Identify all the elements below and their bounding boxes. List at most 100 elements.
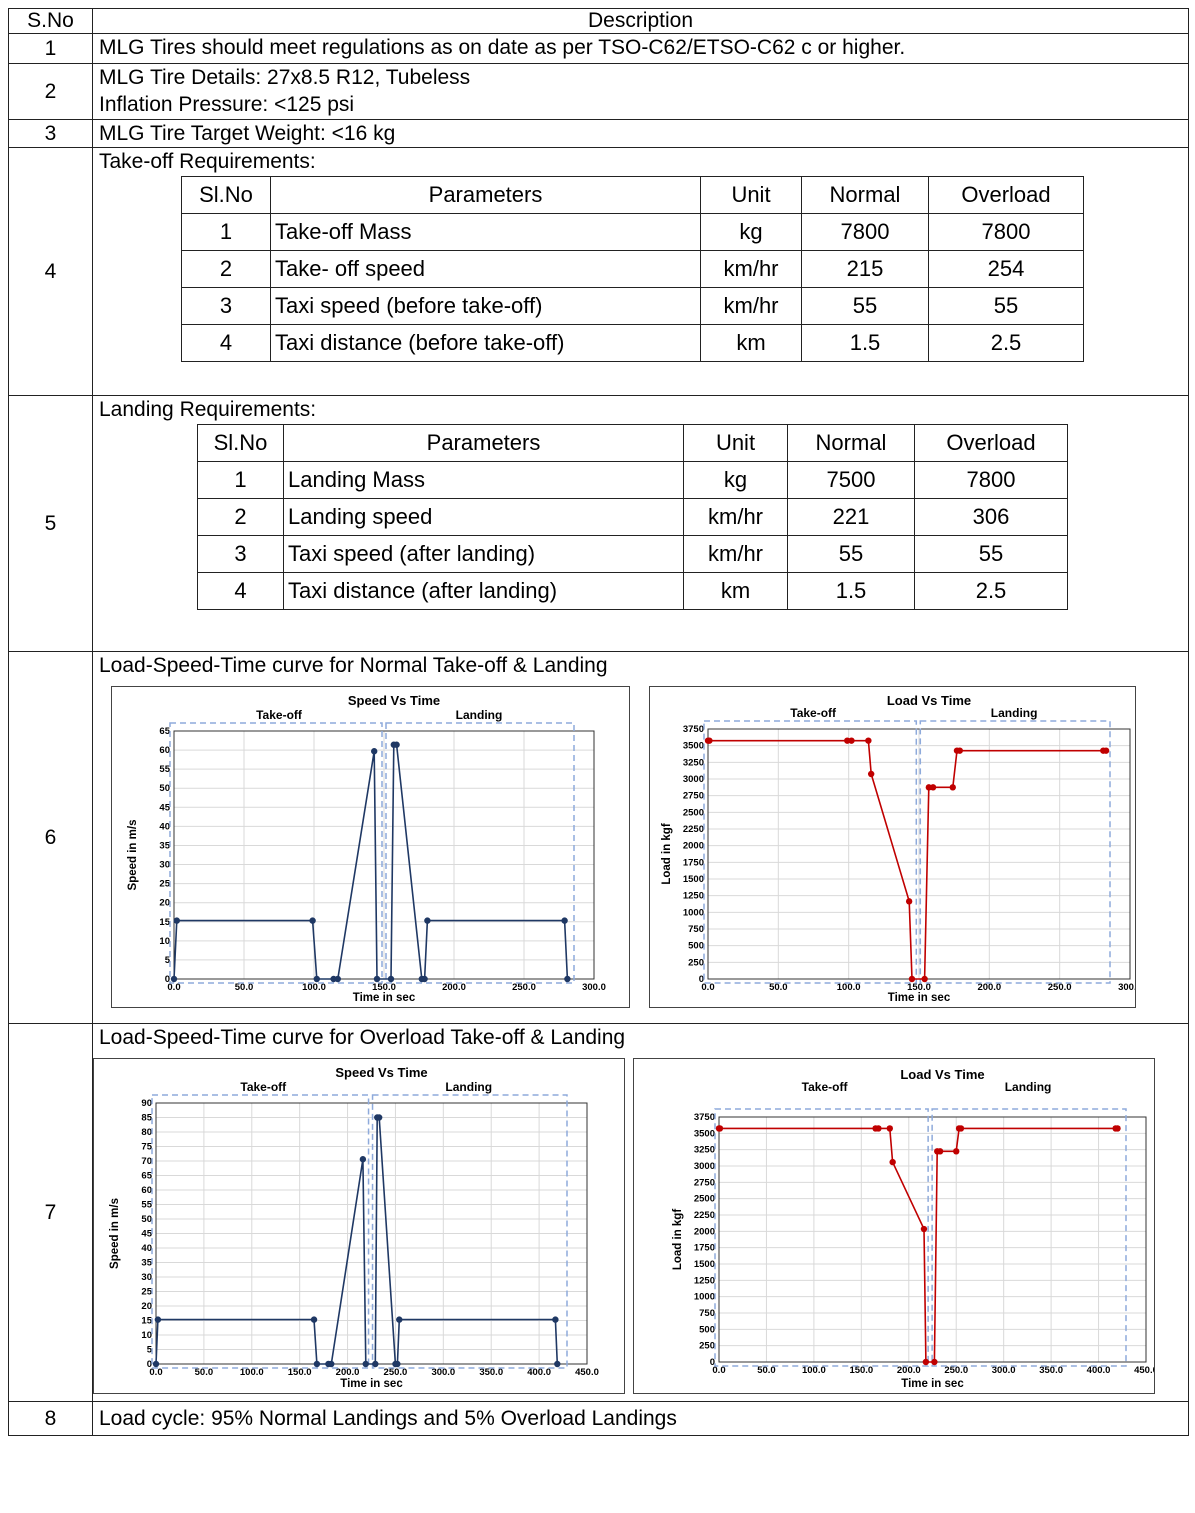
data-point [387, 975, 395, 983]
y-tick-label: 500 [688, 941, 704, 952]
y-tick-label: 40 [159, 821, 170, 832]
series-line [719, 1127, 1118, 1363]
data-point [359, 1156, 367, 1163]
x-axis-label: Time in sec [888, 992, 951, 1004]
y-tick-label: 1000 [683, 907, 704, 918]
x-tick-label: 300.0 [1118, 982, 1135, 993]
data-point [334, 975, 341, 983]
x-tick-label: 0.0 [167, 982, 180, 993]
landing-header-cell: Sl.No [197, 424, 284, 462]
x-tick-label: 200.0 [336, 1367, 360, 1378]
y-tick-label: 55 [159, 764, 170, 775]
landing-header-cell: Parameters [283, 424, 684, 462]
y-tick-label: 5 [147, 1345, 153, 1356]
takeoff-header-cell: Parameters [270, 176, 701, 214]
landing-cell: 2 [197, 498, 284, 536]
data-point [921, 975, 928, 983]
series-line [708, 739, 1107, 980]
landing-requirements-title: Landing Requirements: [99, 398, 317, 421]
row-4-sno: 4 [8, 147, 93, 396]
y-tick-label: 1750 [694, 1243, 715, 1254]
landing-cell: 2.5 [914, 572, 1068, 610]
row-1-sno: 1 [8, 33, 93, 64]
y-tick-label: 750 [688, 924, 704, 935]
landing-segment-label: Landing [456, 708, 503, 722]
x-tick-label: 350.0 [1039, 1365, 1063, 1376]
takeoff-header-cell: Unit [700, 176, 802, 214]
takeoff-cell: 1.5 [801, 324, 929, 362]
data-point [421, 975, 428, 983]
row-2-tire-details: MLG Tire Details: 27x8.5 R12, Tubeless [99, 66, 471, 89]
landing-segment-label: Landing [1005, 1080, 1052, 1094]
data-point [313, 975, 320, 983]
y-tick-label: 25 [159, 879, 170, 890]
takeoff-cell: Taxi speed (before take-off) [270, 287, 701, 325]
landing-cell: km/hr [683, 498, 788, 536]
data-point [931, 1358, 938, 1366]
takeoff-segment-label: Take-off [256, 708, 303, 722]
overload-speed-chart: 0 5 10 15 20 25 30 35 40 45 50 55 60 65 70 75 80 85 90 0.0 5… [109, 1065, 599, 1390]
x-axis-label: Time in sec [340, 1378, 403, 1390]
header-sno: S.No [8, 8, 93, 34]
y-tick-label: 2250 [694, 1210, 715, 1221]
takeoff-requirements-table: Sl.No Parameters Unit Normal Overload 1 Take-o… [181, 176, 1084, 362]
data-point [949, 784, 956, 791]
landing-segment-box [385, 722, 575, 984]
y-tick-label: 500 [699, 1324, 715, 1335]
normal-speed-chart: 0 5 10 15 20 25 30 35 40 45 50 55 60 65 0.0 50.0 100.0 15… [127, 693, 606, 1004]
y-tick-label: 20 [141, 1301, 152, 1312]
y-tick-label: 3250 [683, 757, 704, 768]
landing-segment-label: Landing [991, 706, 1038, 720]
row-3: 3 MLG Tire Target Weight: <16 kg [8, 119, 1189, 148]
row-5-sno: 5 [8, 395, 93, 652]
takeoff-cell: km/hr [700, 287, 802, 325]
data-point [152, 1360, 160, 1368]
data-point [362, 1360, 369, 1368]
y-tick-label: 3500 [683, 741, 704, 752]
y-tick-label: 25 [141, 1287, 152, 1298]
y-axis-label: Load in kgf [672, 1209, 684, 1271]
data-point [886, 1125, 893, 1132]
landing-header-row: Sl.No Parameters Unit Normal Overload [197, 424, 1068, 462]
landing-cell: Taxi distance (after landing) [283, 572, 684, 610]
y-tick-label: 2000 [694, 1226, 715, 1237]
y-tick-label: 2000 [683, 841, 704, 852]
x-tick-label: 50.0 [235, 982, 254, 993]
y-tick-label: 3000 [694, 1161, 715, 1172]
spec-table: S.No Description 1 MLG Tires should meet… [8, 8, 1189, 1436]
row-7-sno: 7 [8, 1023, 93, 1402]
takeoff-requirements-title: Take-off Requirements: [99, 150, 316, 173]
y-tick-label: 2750 [694, 1177, 715, 1188]
overload-load-chart-box: 0 250 500 750 1000 1250 1500 1750 2000 2250 2500 27… [633, 1058, 1155, 1394]
data-point [706, 737, 713, 744]
takeoff-header-cell: Normal [801, 176, 929, 214]
y-tick-label: 3750 [683, 724, 704, 735]
series-line [173, 743, 569, 980]
y-tick-label: 1500 [683, 874, 704, 885]
takeoff-cell: 3 [181, 287, 271, 325]
data-point [393, 741, 400, 748]
landing-header-cell: Normal [787, 424, 915, 462]
row-8-sno: 8 [8, 1401, 93, 1436]
landing-row: 3 Taxi speed (after landing) km/hr 55 55 [197, 535, 1068, 573]
data-point [865, 737, 872, 744]
takeoff-cell: 2.5 [928, 324, 1084, 362]
takeoff-cell: Take-off Mass [270, 213, 701, 251]
landing-row: 2 Landing speed km/hr 221 306 [197, 498, 1068, 536]
row-8-text: Load cycle: 95% Normal Landings and 5% O… [99, 1407, 677, 1430]
y-tick-label: 1750 [683, 857, 704, 868]
y-tick-label: 80 [141, 1127, 152, 1138]
landing-segment-box [931, 1108, 1127, 1367]
y-tick-label: 50 [159, 783, 170, 794]
x-tick-label: 450.0 [1134, 1365, 1154, 1376]
overload-curve-title: Load-Speed-Time curve for Overload Take-… [99, 1026, 626, 1049]
data-point [922, 1358, 930, 1366]
takeoff-row: 1 Take-off Mass kg 7800 7800 [181, 213, 1084, 251]
landing-cell: 4 [197, 572, 284, 610]
takeoff-cell: 4 [181, 324, 271, 362]
x-tick-label: 250.0 [944, 1365, 968, 1376]
data-point [905, 898, 913, 905]
x-tick-label: 400.0 [1087, 1365, 1111, 1376]
y-tick-label: 0 [165, 974, 170, 985]
